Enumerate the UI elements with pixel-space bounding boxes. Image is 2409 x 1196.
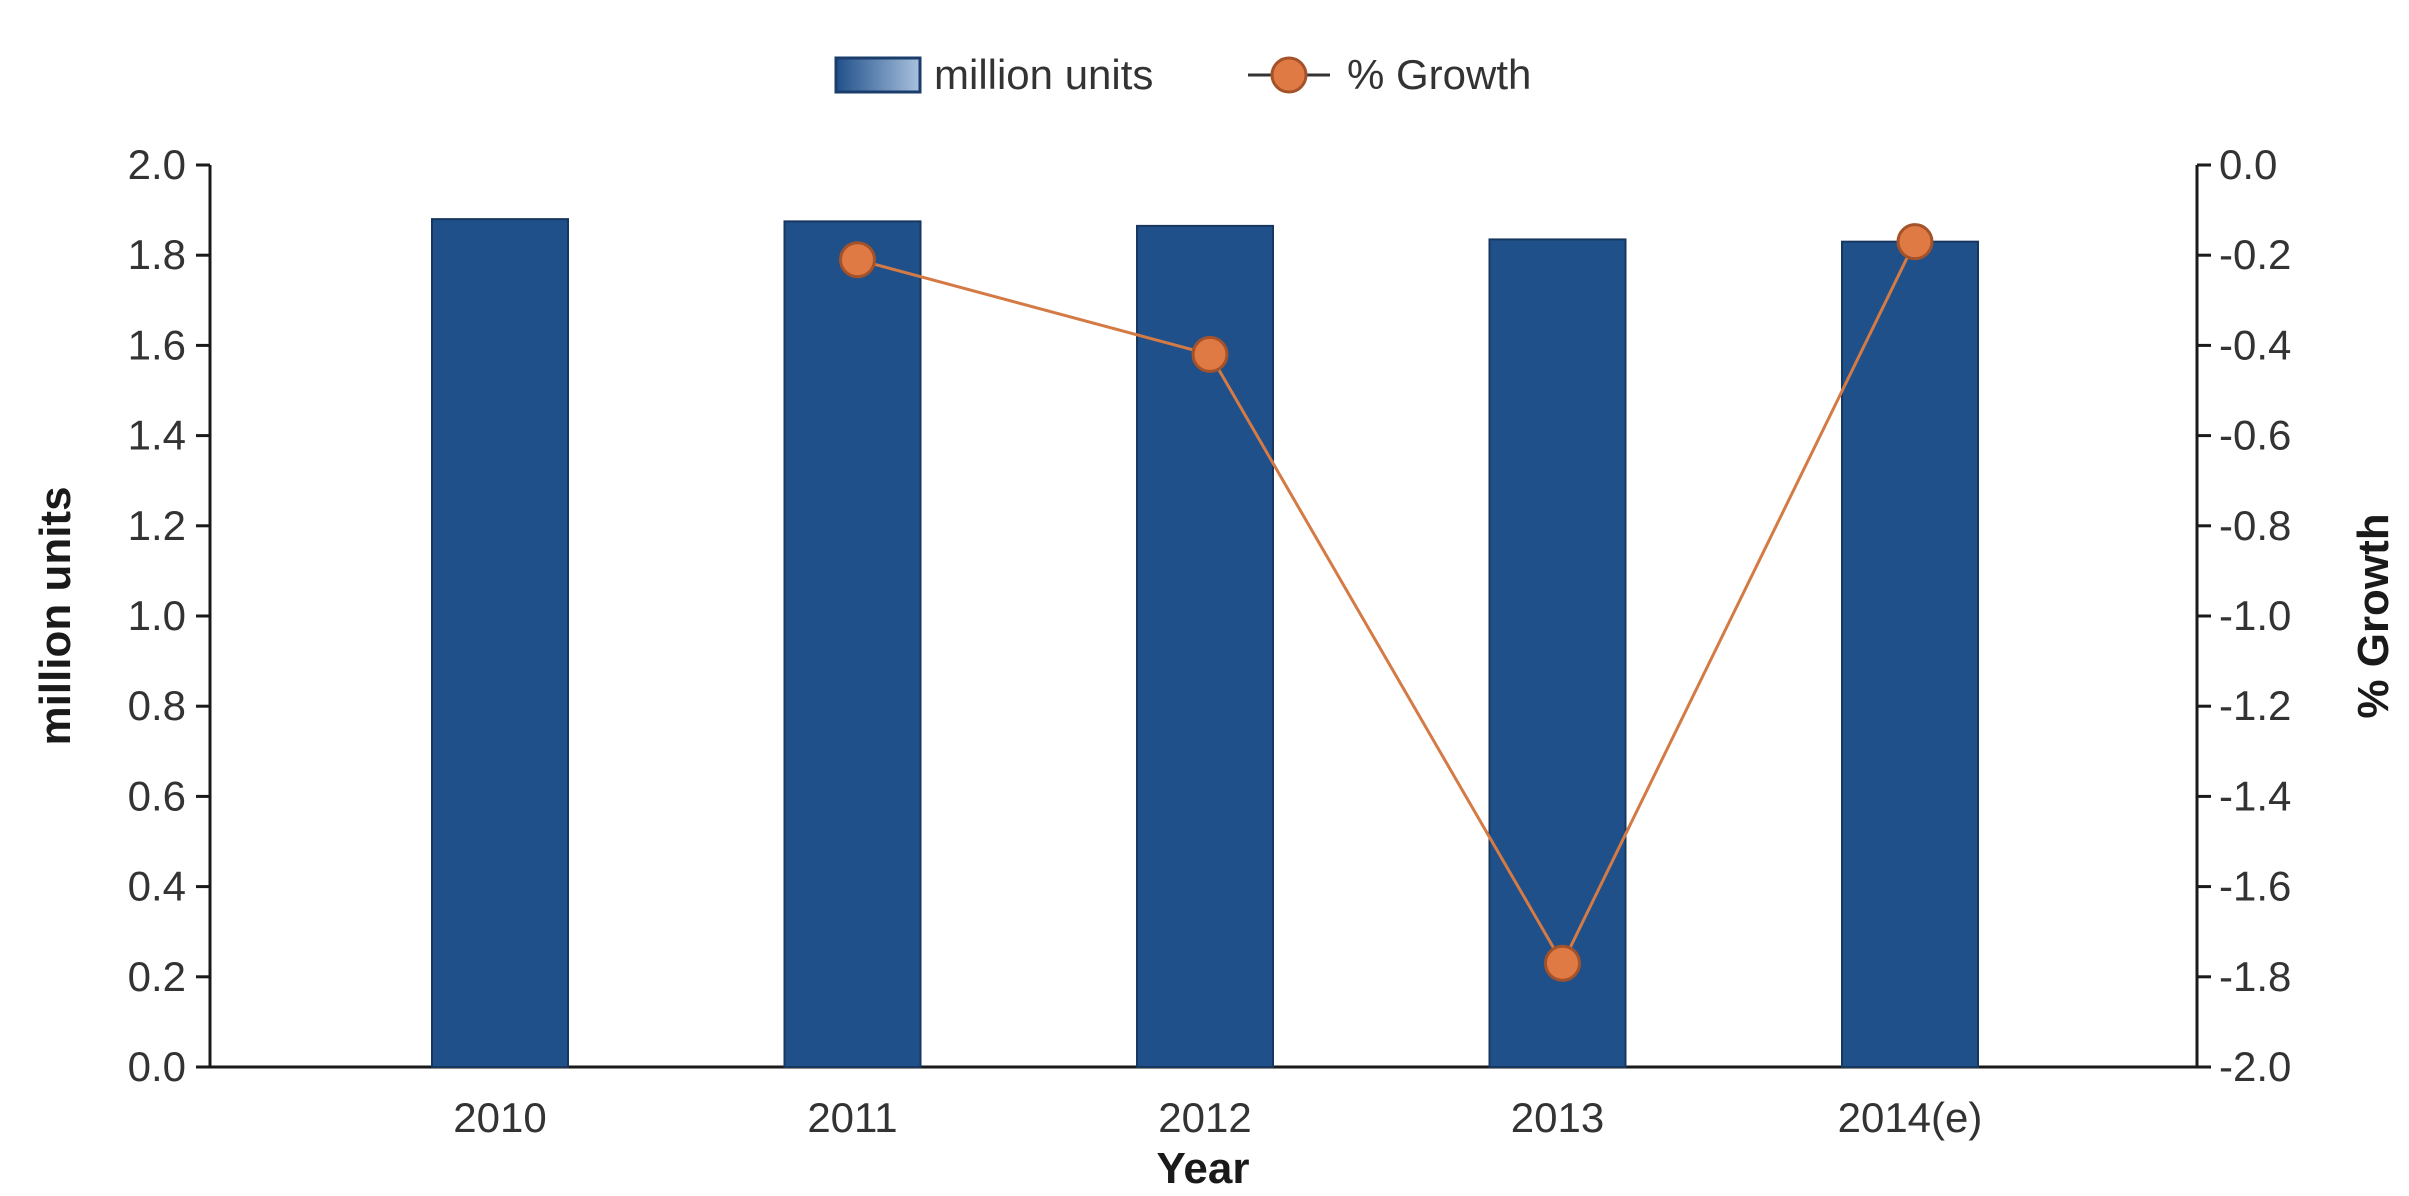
right-tick-label: -1.4 <box>2219 772 2291 819</box>
y2-axis-title: % Growth <box>2349 513 2398 718</box>
bar-2013 <box>1488 238 1627 1069</box>
growth-point-2011 <box>839 241 876 279</box>
right-tick-label: -0.4 <box>2219 321 2291 368</box>
x-tick-label: 2014(e) <box>1838 1094 1983 1141</box>
left-tick-label: 0.4 <box>128 863 186 910</box>
right-tick-label: -1.8 <box>2219 953 2291 1000</box>
right-tick-label: -0.8 <box>2219 502 2291 549</box>
growth-series <box>839 223 1934 982</box>
bar-2014(e) <box>1841 240 1979 1069</box>
left-tick-label: 1.6 <box>128 321 186 368</box>
right-tick-label: -0.2 <box>2219 231 2291 278</box>
left-tick-label: 0.6 <box>128 772 186 819</box>
x-tick-label: 2011 <box>807 1094 897 1141</box>
y-axis-title: million units <box>31 486 80 745</box>
bar-series <box>431 218 1979 1069</box>
x-tick-label: 2012 <box>1158 1094 1251 1141</box>
left-tick-label: 0.0 <box>128 1043 186 1090</box>
growth-point-2013 <box>1544 944 1581 982</box>
left-tick-label: 0.2 <box>128 953 186 1000</box>
legend: million units % Growth <box>834 51 1531 98</box>
left-tick-label: 1.8 <box>128 231 186 278</box>
right-tick-label: 0.0 <box>2219 141 2277 188</box>
bar-2010 <box>431 218 569 1068</box>
left-tick-label: 2.0 <box>128 141 186 188</box>
right-tick-label: -0.6 <box>2219 412 2291 459</box>
left-tick-label: 1.4 <box>128 412 186 459</box>
legend-label-million-units: million units <box>934 51 1153 98</box>
legend-marker-growth <box>1270 56 1308 94</box>
right-tick-label: -1.6 <box>2219 863 2291 910</box>
legend-label-growth: % Growth <box>1347 51 1531 98</box>
left-tick-label: 0.8 <box>128 682 186 729</box>
left-axis-ticks: 0.0 0.2 0.4 0.6 0.8 1.0 1.2 1.4 1.6 1.8 2.0 <box>128 141 210 1090</box>
right-axis-ticks: -2.0 -1.8 -1.6 -1.4 -1.2 -1.0 -0.8 -0.6 -0.4 -0.2… <box>2197 141 2291 1090</box>
right-tick-label: -1.0 <box>2219 592 2291 639</box>
right-tick-label: -2.0 <box>2219 1043 2291 1090</box>
x-tick-label: 2013 <box>1511 1094 1604 1141</box>
x-axis-title: Year <box>1157 1144 1250 1191</box>
left-tick-label: 1.0 <box>128 592 186 639</box>
x-tick-label: 2010 <box>453 1094 546 1141</box>
growth-line-path <box>857 241 1917 967</box>
legend-swatch-million-units <box>834 56 922 94</box>
right-tick-label: -1.2 <box>2219 682 2291 729</box>
growth-point-2012 <box>1191 335 1229 373</box>
bar-2012 <box>1136 224 1274 1068</box>
left-tick-label: 1.2 <box>128 502 186 549</box>
growth-point-2014(e) <box>1896 223 1934 261</box>
x-axis-ticks: 2010 2011 2012 2013 2014(e) <box>453 1094 1982 1141</box>
bar-2011 <box>783 220 922 1068</box>
